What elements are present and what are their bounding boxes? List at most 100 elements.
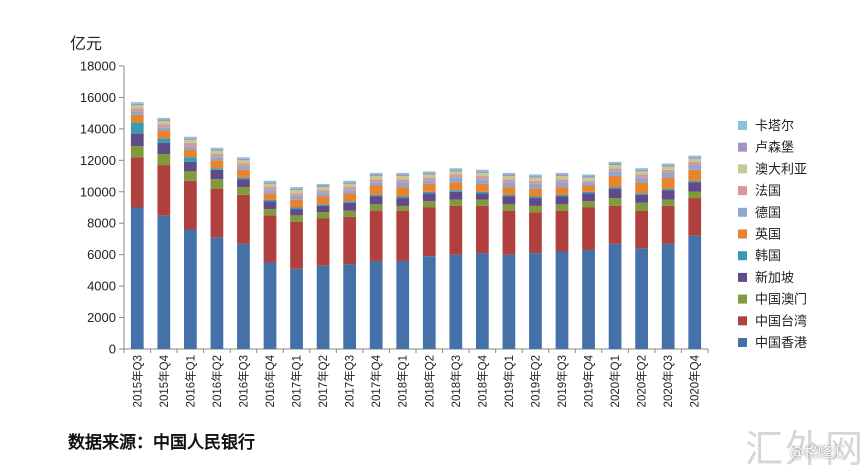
legend-item: 卡塔尔 <box>738 119 794 134</box>
x-tick-label: 2019年Q3 <box>555 355 569 407</box>
legend-item: 英国 <box>738 228 781 243</box>
bar-segment <box>210 154 224 158</box>
bar-segment <box>608 168 622 172</box>
legend-label: 卢森堡 <box>755 140 794 156</box>
bar-segment <box>582 201 595 208</box>
bar-segment <box>157 127 171 131</box>
bar-segment <box>157 165 171 216</box>
source-note: 数据来源：中国人民银行 <box>68 433 255 453</box>
bar-segment <box>608 165 622 169</box>
bar-stack <box>396 172 410 349</box>
bar-segment <box>157 154 171 166</box>
bar-segment <box>237 163 250 167</box>
bar-segment <box>529 253 542 349</box>
bar-segment <box>688 180 702 183</box>
bar-segment <box>608 176 622 188</box>
bar-segment <box>130 133 144 147</box>
bar-segment <box>688 165 702 170</box>
x-tick-label: 2018年Q2 <box>422 355 436 407</box>
bar-segment <box>290 193 303 197</box>
bar-segment <box>210 237 224 349</box>
bar-segment <box>210 179 224 189</box>
bar-segment <box>608 161 622 164</box>
bar-segment <box>263 183 277 188</box>
x-tick-label: 2020年Q3 <box>661 355 675 407</box>
bar-segment <box>475 176 489 180</box>
bar-segment <box>582 207 595 250</box>
bar-segment <box>661 177 675 189</box>
bar-segment <box>529 177 542 181</box>
bar-segment <box>555 182 569 188</box>
bar-stack <box>688 155 702 349</box>
bar-segment <box>157 121 171 125</box>
bar-segment <box>157 215 171 349</box>
y-tick-label: 12000 <box>80 153 116 168</box>
legend-item: 法国 <box>738 184 781 199</box>
bar-stack <box>449 168 463 349</box>
bar-segment <box>130 114 144 123</box>
bar-segment <box>449 191 463 200</box>
bar-stack <box>502 172 516 349</box>
bar-segment <box>130 103 144 106</box>
bar-segment <box>183 149 197 158</box>
y-tick-label: 8000 <box>87 216 116 231</box>
bar-segment <box>396 174 410 177</box>
legend-item: 韩国 <box>738 249 781 264</box>
bar-segment <box>130 111 144 115</box>
bar-segment <box>688 158 702 162</box>
bar-segment <box>343 180 357 183</box>
bar-segment <box>582 193 595 202</box>
bar-segment <box>422 193 436 202</box>
bar-segment <box>396 179 410 183</box>
bar-segment <box>396 205 410 211</box>
bar-segment <box>343 201 357 203</box>
bar-stack <box>290 187 303 349</box>
legend-item: 中国香港 <box>738 336 807 351</box>
x-tick-label: 2017年Q4 <box>369 354 383 407</box>
x-tick-label: 2019年Q4 <box>582 354 596 407</box>
bar-segment <box>422 207 436 257</box>
bar-segment <box>582 176 595 178</box>
bar-segment <box>396 198 410 206</box>
bar-segment <box>316 205 330 213</box>
x-tick-label: 2017年Q2 <box>316 355 330 407</box>
bar-segment <box>449 168 463 170</box>
bar-segment <box>422 191 436 194</box>
bar-segment <box>422 171 436 173</box>
bar-segment <box>316 190 330 194</box>
bar-segment <box>502 179 516 183</box>
bar-segment <box>396 187 410 197</box>
bar-segment <box>316 218 330 266</box>
bar-segment <box>529 180 542 184</box>
legend-swatch <box>738 272 747 282</box>
bar-segment <box>237 157 250 159</box>
bar-segment <box>157 143 171 155</box>
bar-segment <box>343 187 357 191</box>
bar-segment <box>529 188 542 197</box>
x-tick-label: 2020年Q4 <box>688 354 702 407</box>
legend-label: 中国香港 <box>755 336 807 351</box>
legend-item: 新加坡 <box>738 270 794 286</box>
bar-segment <box>608 163 622 166</box>
bar-segment <box>157 138 171 144</box>
bar-segment <box>661 199 675 206</box>
bar-segment <box>369 196 383 205</box>
x-tick-label: 2019年Q2 <box>528 355 542 407</box>
x-tick-label: 2015年Q4 <box>157 354 171 407</box>
bar-segment <box>210 157 224 161</box>
x-tick-label: 2016年Q4 <box>263 354 277 407</box>
bar-segment <box>608 243 622 349</box>
bar-segment <box>316 193 330 197</box>
bar-segment <box>369 194 383 197</box>
x-tick-label: 2016年Q3 <box>236 355 250 407</box>
bar-segment <box>608 188 622 199</box>
bar-segment <box>661 172 675 178</box>
legend-swatch <box>738 207 747 217</box>
bar-segment <box>396 260 410 349</box>
bar-segment <box>396 176 410 180</box>
bar-segment <box>237 160 250 164</box>
bar-segment <box>369 176 383 180</box>
bar-segment <box>263 193 277 200</box>
bar-segment <box>263 180 277 183</box>
